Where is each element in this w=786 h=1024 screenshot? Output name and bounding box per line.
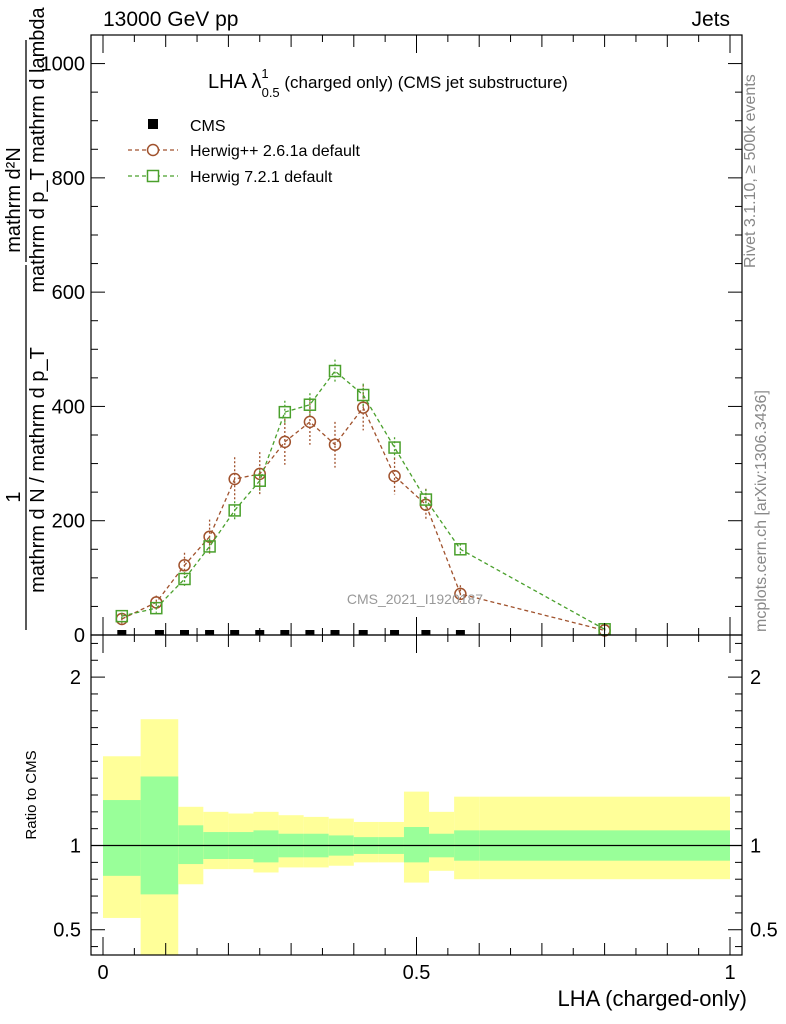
herwig-72-point: [454, 543, 467, 556]
herwig-pp-point: [454, 587, 467, 601]
legend-herwig-pp-marker: [146, 143, 160, 157]
ratio-y-axis-label: Ratio to CMS: [23, 750, 40, 839]
herwig-72-point: [178, 572, 191, 586]
legend-herwig-72-marker: [146, 169, 160, 183]
ratio-y-tick-label-right: 0.5: [750, 920, 778, 942]
herwig-pp-point: [303, 415, 317, 429]
ratio-x-tick-label: 1: [724, 962, 735, 984]
main-y-tick-label: 0: [74, 625, 85, 647]
herwig-pp-point: [388, 469, 401, 483]
herwig-72-point: [228, 504, 241, 517]
herwig-pp-point: [328, 438, 342, 451]
main-plot-frame: [90, 34, 743, 636]
herwig-pp-point: [356, 401, 370, 414]
herwig-72-point: [419, 493, 433, 506]
y-axis-label-top: mathrm d²N: [3, 147, 25, 253]
herwig-pp-point: [278, 435, 292, 449]
legend-cms-marker: [148, 119, 158, 129]
ratio-y-tick-label-left: 1: [70, 836, 81, 858]
ratio-y-tick-label-right: 2: [750, 667, 761, 689]
herwig-72-point: [150, 601, 163, 615]
herwig-pp-line: [121, 406, 605, 632]
ratio-y-tick-label-right: 1: [750, 836, 761, 858]
herwig-pp-point: [178, 559, 191, 572]
y-axis-label-bottom: mathrm d N / mathrm d p_T: [27, 347, 49, 593]
inner-band-bin: [103, 800, 141, 876]
herwig-72-point: [253, 474, 266, 487]
analysis-watermark: CMS_2021_I1920187: [347, 591, 483, 607]
cms-point: [330, 630, 340, 635]
legend-cms-label: CMS: [190, 118, 226, 135]
herwig-72-point: [115, 609, 129, 623]
chart-title: LHA λ1 0.5 (charged only) (CMS jet substr…: [208, 66, 568, 100]
ratio-bands: [91, 719, 742, 955]
herwig-72-point: [388, 441, 401, 454]
ratio-x-tick-label: 0.5: [403, 962, 431, 984]
main-plot-marks: [115, 359, 611, 637]
main-y-tick-label: 1000: [41, 54, 86, 76]
process-label: Jets: [691, 8, 730, 31]
y-axis-label-numerator: 1: [3, 491, 25, 502]
cms-point: [358, 630, 368, 635]
cms-point: [421, 630, 431, 635]
y-axis-label-top-denominator: mathrm d p_T mathrm d lambda: [27, 6, 49, 292]
cms-point: [305, 630, 315, 635]
inner-band-bin: [403, 827, 430, 863]
herwig-pp-point: [203, 530, 216, 543]
herwig-72-point: [203, 540, 216, 553]
collision-energy-label: 13000 GeV pp: [103, 8, 239, 31]
herwig-72-point: [278, 405, 292, 419]
herwig-72-point: [328, 364, 342, 378]
main-y-tick-label: 200: [52, 511, 85, 533]
inner-band-bin: [178, 825, 204, 865]
cms-point: [455, 630, 465, 635]
herwig-72-point: [356, 388, 370, 402]
cms-point: [154, 630, 164, 635]
legend-herwig-pp-label: Herwig++ 2.6.1a default: [190, 143, 360, 160]
herwig-pp-point: [228, 472, 241, 486]
main-y-tick-label: 600: [52, 282, 85, 304]
x-axis-label: LHA (charged-only): [557, 986, 747, 1011]
plot-frames: [90, 34, 743, 956]
cms-point: [117, 630, 127, 635]
main-y-tick-label: 400: [52, 396, 85, 418]
ratio-x-tick-label: 0: [97, 962, 108, 984]
legend-herwig-72-label: Herwig 7.2.1 default: [190, 169, 333, 186]
cms-point: [205, 630, 215, 635]
cms-point: [390, 630, 400, 635]
cms-point: [180, 630, 190, 635]
herwig-72-point: [303, 398, 317, 411]
main-y-tick-label: 800: [52, 168, 85, 190]
ratio-y-tick-label-left: 2: [70, 667, 81, 689]
cms-point: [280, 630, 290, 635]
inner-band-bin: [253, 830, 279, 863]
ratio-y-tick-label-left: 0.5: [53, 920, 81, 942]
chart-text: 0 200 400 600 800 1000 0 0.5 1 0.5 0.5 1 1 2 2 LHA λ1 0.…: [3, 6, 778, 1011]
cms-point: [230, 630, 240, 635]
inner-band-bin: [140, 776, 179, 895]
